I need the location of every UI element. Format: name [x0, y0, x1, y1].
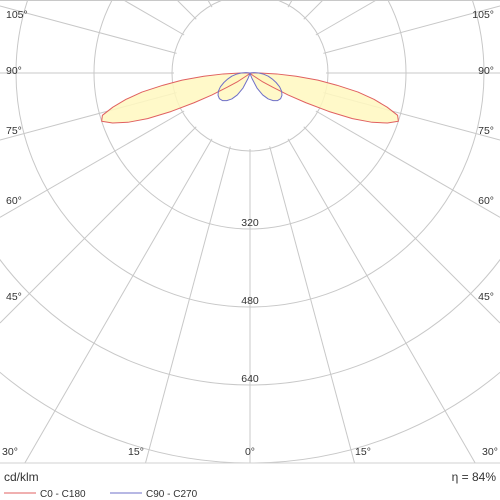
ray-300 — [0, 110, 185, 218]
angle-label-bottom-30-0: 30° — [2, 446, 18, 458]
ray-315 — [0, 126, 197, 324]
chart-footer: cd/klm η = 84% C0 - C180 C90 - C270 — [0, 462, 500, 500]
ring-label-640: 640 — [241, 373, 259, 385]
angle-label-right-60: 60° — [478, 195, 494, 207]
angle-label-left-45: 45° — [6, 291, 22, 303]
angle-label-bottom-15-1: 15° — [355, 446, 371, 458]
series-line-1 — [217, 72, 283, 102]
angle-label-right-90: 90° — [478, 65, 494, 77]
ray-240 — [123, 0, 185, 36]
ring-label-320: 320 — [241, 217, 259, 229]
light-distribution-fill — [101, 72, 399, 124]
ray-60 — [315, 110, 500, 218]
angle-label-bottom-15-0: 15° — [128, 446, 144, 458]
ray-345 — [145, 146, 231, 464]
series-fill-1 — [218, 72, 282, 101]
ray-135 — [303, 0, 324, 20]
angle-label-bottom-0-0: 0° — [245, 446, 255, 458]
legend-label-c90-c270: C90 - C270 — [146, 489, 198, 500]
angle-label-bottom-30-1: 30° — [482, 446, 498, 458]
ray-30 — [287, 138, 476, 464]
angle-label-left-75: 75° — [6, 125, 22, 137]
unit-label: cd/klm — [4, 470, 39, 484]
ray-150 — [287, 0, 293, 8]
ray-120 — [315, 0, 377, 36]
ray-15 — [269, 146, 355, 464]
ring-label-480: 480 — [241, 295, 259, 307]
ray-330 — [24, 138, 213, 464]
legend-label-c0-c180: C0 - C180 — [40, 489, 86, 500]
polar-grid — [0, 0, 500, 464]
series-fill-0 — [101, 72, 399, 124]
angle-label-right-45: 45° — [478, 291, 494, 303]
series-curves — [101, 72, 399, 124]
ring-160 — [171, 0, 329, 152]
ray-255 — [0, 5, 177, 54]
angle-label-left-105: 105° — [6, 9, 28, 21]
ray-225 — [176, 0, 197, 20]
axis-labels: 105° 105° 90° 90° 75° 75° 60° 60° 45° 45° 30° 30° 15… — [2, 9, 498, 458]
angle-label-right-75: 75° — [478, 125, 494, 137]
angle-label-left-90: 90° — [6, 65, 22, 77]
angle-label-left-60: 60° — [6, 195, 22, 207]
efficiency-label: η = 84% — [452, 470, 497, 484]
ray-45 — [303, 126, 500, 324]
angle-label-right-105: 105° — [472, 9, 494, 21]
ray-210 — [207, 0, 213, 8]
ray-105 — [323, 5, 500, 54]
